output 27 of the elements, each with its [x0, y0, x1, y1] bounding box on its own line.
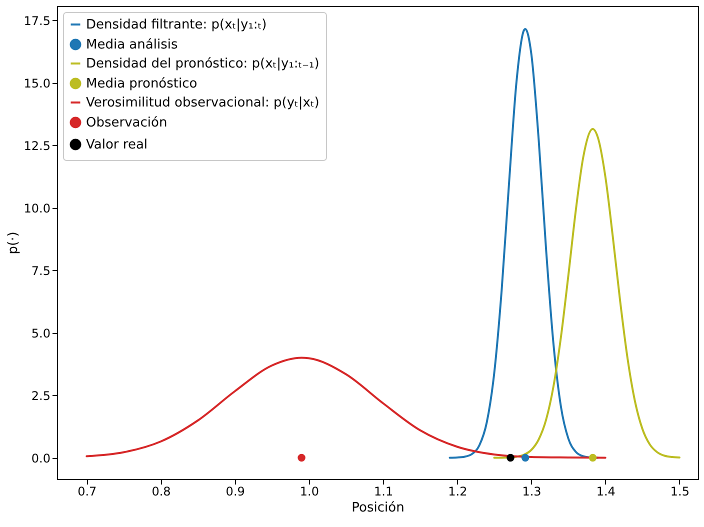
x-tick-label: 1.1	[374, 484, 394, 498]
line-series	[86, 356, 606, 459]
x-tick-label: 1.0	[300, 484, 319, 498]
legend-label: Densidad del pronóstico: p(xₜ|y₁:ₜ₋₁)	[86, 56, 320, 72]
y-axis-title: p(·)	[6, 232, 21, 254]
y-tick-label: 2.5	[31, 388, 50, 403]
y-tick-label: 17.5	[24, 14, 50, 28]
y-tick-label: 15.0	[24, 76, 50, 90]
x-tick-label: 1.4	[596, 484, 616, 498]
x-tick-label: 0.9	[226, 484, 245, 498]
legend-label: Densidad filtrante: p(xₜ|y₁:ₜ)	[86, 18, 267, 32]
y-tick-label: 5.0	[31, 326, 50, 340]
x-axis-title: Posición	[352, 500, 404, 516]
x-tick-label: 0.8	[152, 484, 171, 498]
y-tick-label: 12.5	[24, 138, 50, 153]
x-tick-label: 0.7	[78, 484, 97, 498]
legend-label: Valor real	[86, 138, 148, 152]
y-tick-label: 7.5	[31, 264, 50, 278]
x-tick-label: 1.3	[522, 484, 542, 498]
legend-label: Observación	[86, 116, 168, 130]
y-tick-label: 0.0	[31, 451, 50, 466]
y-tick-label: 10.0	[24, 201, 50, 216]
legend-label: Media análisis	[86, 38, 178, 52]
legend-label: Verosimilitud observacional: p(yₜ|xₜ)	[86, 96, 320, 110]
legend-label: Media pronóstico	[86, 76, 198, 92]
x-tick-label: 1.2	[448, 484, 468, 498]
x-tick-label: 1.5	[670, 484, 690, 498]
